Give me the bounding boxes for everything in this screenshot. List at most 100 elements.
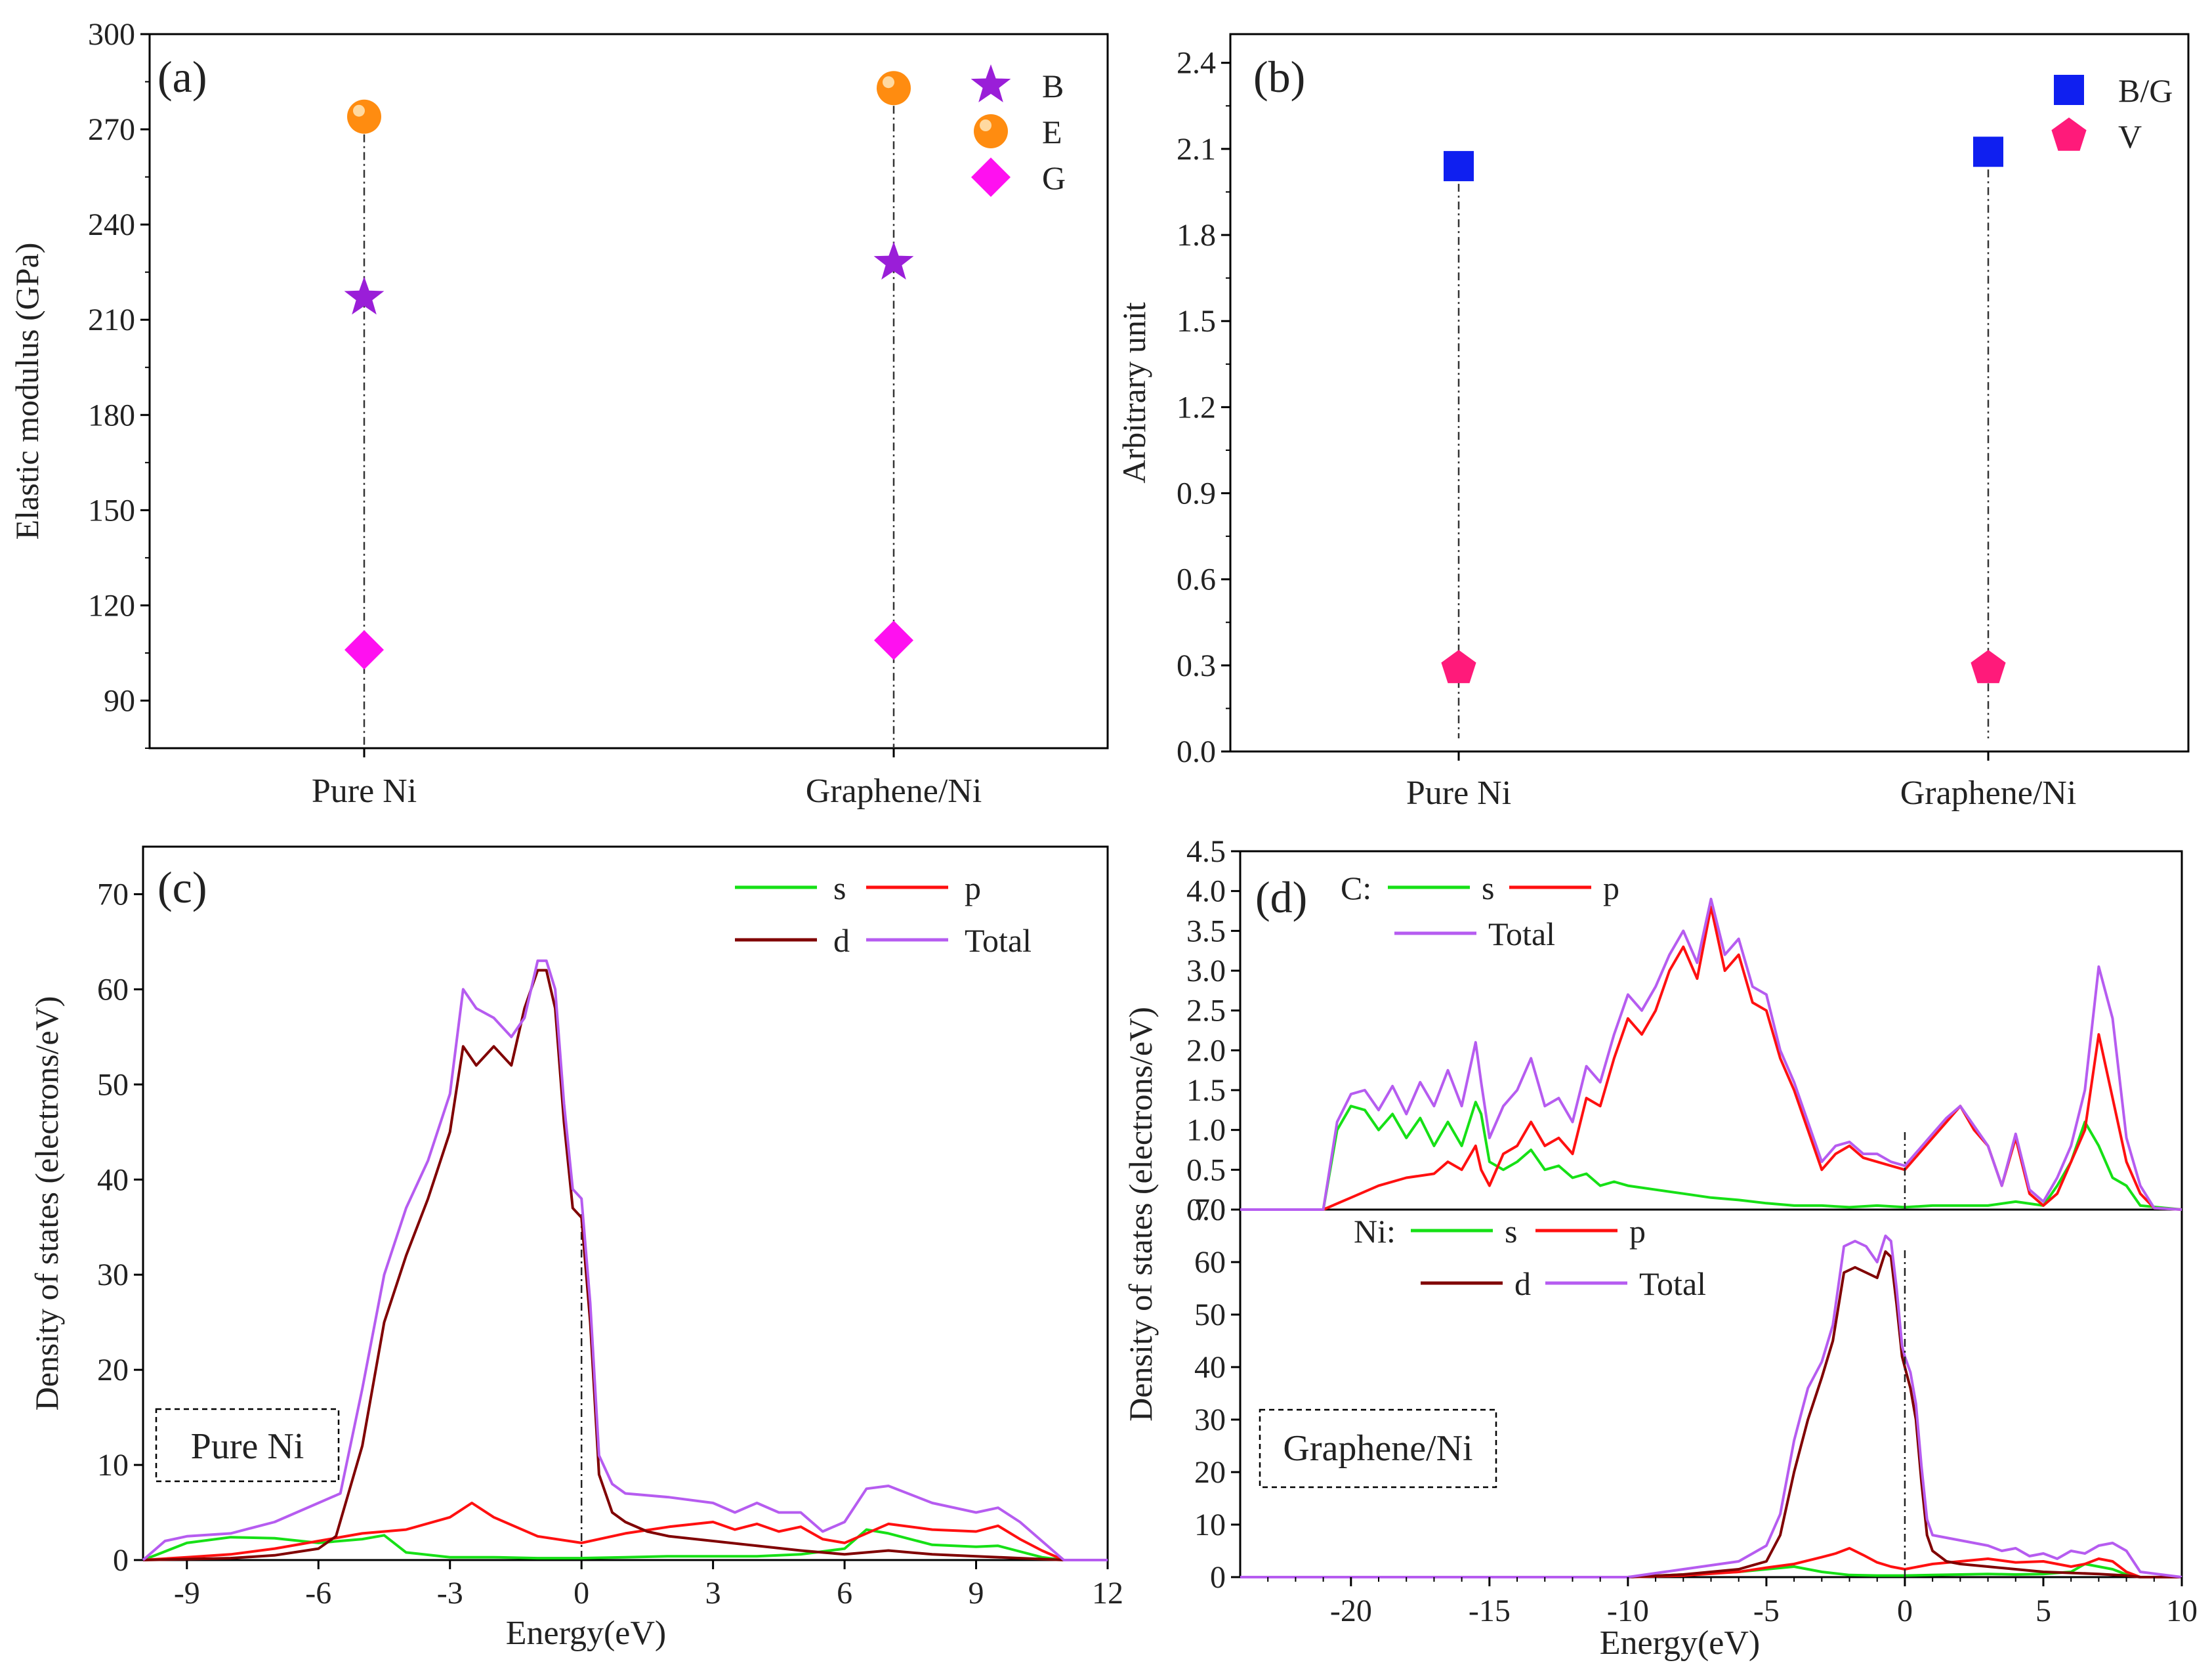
panel-b-category-label: Pure Ni (1406, 774, 1511, 812)
panel-a-y-tick-label: 180 (88, 398, 135, 433)
panel-c-x-axis-title: Energy(eV) (506, 1615, 667, 1652)
panel-d-x-axis-title: Energy(eV) (1600, 1624, 1761, 1662)
panel-b-y-tick-label: 1.8 (1177, 218, 1216, 253)
panel-d-x-tick-label: 10 (2166, 1594, 2198, 1628)
panel-b-y-tick-label: 2.4 (1177, 46, 1216, 81)
panel-b-frame (1229, 33, 2190, 753)
panel-b-y-tick-label: 0.9 (1177, 476, 1216, 511)
panel-d-c-legend-label: s (1482, 870, 1494, 906)
panel-c-annotation: Pure Ni (191, 1426, 304, 1467)
panel-b-v-marker (1441, 650, 1476, 683)
panel-d-y-tick-label: 4.5 (1186, 834, 1226, 869)
panel-c-legend-label: s (833, 870, 846, 906)
panel-a-y-tick-label: 240 (88, 207, 135, 242)
panel-d-ni-series-p (1240, 1547, 2182, 1578)
panel-c-x-tick-label: 9 (969, 1576, 984, 1611)
panel-a-legend-e-marker-highlight (980, 119, 991, 131)
panel-d-x-tick-label: -20 (1330, 1594, 1372, 1628)
panel-d-y-tick-label: 20 (1194, 1455, 1226, 1490)
panel-d-y-tick-label: 50 (1194, 1298, 1226, 1332)
panel-a-e-marker-highlight (353, 104, 365, 117)
panel-d-y-tick-label: 60 (1194, 1245, 1226, 1280)
panel-a-y-axis-title: Elastic modulus (GPa) (9, 243, 45, 540)
panel-a-frame (148, 33, 1109, 750)
panel-d-x-tick-label: -5 (1753, 1594, 1780, 1628)
panel-d-ni-legend-label: s (1505, 1213, 1517, 1250)
panel-a-b-marker (344, 276, 385, 315)
panel-d-y-tick-label: 40 (1194, 1350, 1226, 1385)
panel-a-category-label: Pure Ni (312, 772, 417, 810)
panel-c-series-p (142, 1502, 1108, 1561)
panel-a-y-tick-label: 270 (88, 112, 135, 147)
panel-b-v-marker (1971, 650, 2006, 683)
panel-c-y-tick-label: 20 (97, 1353, 129, 1387)
panel-a-e-marker-highlight (883, 76, 894, 89)
panel-c-y-tick-label: 10 (97, 1448, 129, 1483)
panel-a-legend-label: E (1042, 114, 1062, 150)
panel-b-y-tick-label: 2.1 (1177, 132, 1216, 167)
panel-c-legend-label: Total (965, 922, 1032, 959)
panel-c-legend-label: d (833, 922, 850, 959)
panel-c-legend-label: p (965, 870, 981, 906)
panel-d-y-tick-label: 10 (1194, 1508, 1226, 1542)
panel-a-e-marker-body (347, 99, 381, 134)
panel-a-b-marker (873, 242, 914, 280)
panel-a-e-marker (877, 71, 911, 106)
panel-c-y-tick-label: 70 (97, 877, 129, 912)
panel-a-e-marker-body (877, 71, 911, 106)
panel-c-x-tick-label: 6 (837, 1576, 852, 1611)
panel-d-ni-legend-label: Total (1639, 1265, 1706, 1302)
panel-d-c-legend-label: Total (1488, 916, 1555, 952)
panel-d-c-legend-label: p (1603, 870, 1619, 906)
panel-d-x-tick-label: -15 (1469, 1594, 1511, 1628)
panel-d-c-series-p (1240, 905, 2182, 1211)
panel-b-y-tick-label: 0.0 (1177, 734, 1216, 769)
panel-a-y-tick-label: 300 (88, 17, 135, 52)
panel-d-y-tick-label: 0.5 (1186, 1152, 1226, 1187)
panel-d-y-tick-label: 2.0 (1186, 1033, 1226, 1068)
panel-d-annotation-box (1259, 1408, 1497, 1489)
panel-d-y-tick-label: 3.5 (1186, 914, 1226, 948)
panel-d-y-tick-label: 30 (1194, 1403, 1226, 1437)
panel-c-y-tick-label: 40 (97, 1162, 129, 1197)
panel-d-c-legend-prefix: C: (1341, 870, 1371, 906)
panel-d-label: (d) (1255, 872, 1307, 922)
panel-d-c-series-s (1240, 1101, 2182, 1211)
panel-c-annotation-box (155, 1408, 340, 1483)
panel-c-series-d (142, 969, 1108, 1561)
panel-a-y-tick-label: 210 (88, 303, 135, 337)
panel-c-y-tick-label: 60 (97, 972, 129, 1007)
panel-a-y-tick-label: 150 (88, 493, 135, 528)
panel-d-y-tick-label: 0.0 (1186, 1193, 1226, 1227)
panel-c-label: (c) (157, 862, 207, 912)
panel-d-ni-series-total (1240, 1235, 2182, 1578)
panel-c-x-tick-label: 0 (574, 1576, 589, 1611)
panel-b-y-tick-label: 0.6 (1177, 562, 1216, 597)
panel-b-y-tick-label: 1.2 (1177, 390, 1216, 425)
panel-d-y-tick-label: 3.0 (1186, 954, 1226, 988)
panel-b-legend-v-marker (2051, 117, 2087, 151)
panel-d-y-tick-label: 70 (1194, 1193, 1226, 1227)
panel-c-series-s (142, 1528, 1108, 1561)
panel-c-y-tick-label: 0 (113, 1543, 129, 1578)
panel-a-category-label: Graphene/Ni (806, 772, 982, 810)
panel-b-category-label: Graphene/Ni (1900, 774, 2077, 812)
panel-a-legend-g-marker (971, 158, 1011, 197)
panel-c-x-tick-label: -9 (174, 1576, 200, 1611)
panel-b-y-tick-label: 0.3 (1177, 648, 1216, 683)
panel-d-y-tick-label: 1.5 (1186, 1073, 1226, 1108)
panel-a-label: (a) (157, 52, 207, 102)
panel-a-legend-b-marker (970, 64, 1011, 102)
panel-a-legend-e-marker-body (974, 114, 1008, 148)
panel-c-series-total (142, 959, 1108, 1561)
panel-d-y-tick-label: 4.0 (1186, 874, 1226, 909)
panel-c-x-tick-label: -3 (437, 1576, 463, 1611)
panel-d-y-tick-label: 2.5 (1186, 994, 1226, 1028)
panel-b-y-axis-title: Arbitrary unit (1116, 302, 1152, 483)
panel-a-e-marker (347, 99, 381, 134)
panel-c-x-tick-label: 3 (705, 1576, 721, 1611)
panel-a-g-marker (874, 620, 913, 660)
panel-b-label: (b) (1253, 52, 1305, 102)
panel-a-y-tick-label: 90 (104, 683, 135, 718)
